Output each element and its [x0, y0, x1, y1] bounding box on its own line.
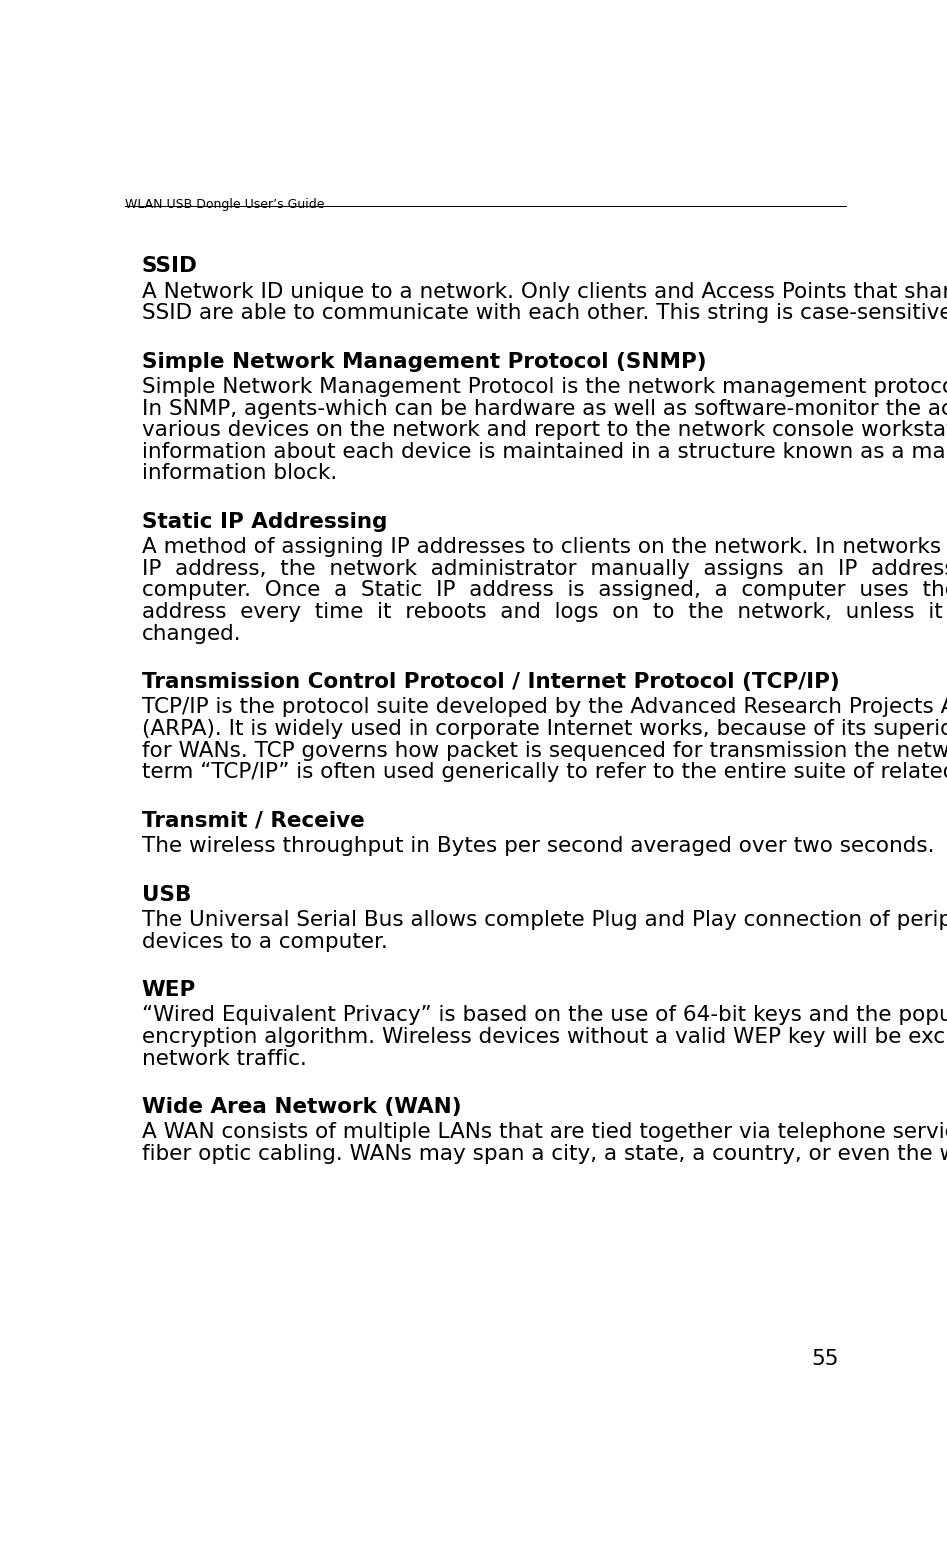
Text: A method of assigning IP addresses to clients on the network. In networks with S: A method of assigning IP addresses to cl…	[142, 538, 947, 557]
Text: A WAN consists of multiple LANs that are tied together via telephone services an: A WAN consists of multiple LANs that are…	[142, 1123, 947, 1142]
Text: IP  address,  the  network  administrator  manually  assigns  an  IP  address  t: IP address, the network administrator ma…	[142, 558, 947, 579]
Text: In SNMP, agents-which can be hardware as well as software-monitor the activity i: In SNMP, agents-which can be hardware as…	[142, 399, 947, 419]
Text: information about each device is maintained in a structure known as a management: information about each device is maintai…	[142, 441, 947, 461]
Text: address  every  time  it  reboots  and  logs  on  to  the  network,  unless  it : address every time it reboots and logs o…	[142, 602, 947, 622]
Text: SSID: SSID	[142, 256, 198, 277]
Text: Transmit / Receive: Transmit / Receive	[142, 810, 365, 830]
Text: Transmission Control Protocol / Internet Protocol (TCP/IP): Transmission Control Protocol / Internet…	[142, 673, 839, 691]
Text: term “TCP/IP” is often used generically to refer to the entire suite of related : term “TCP/IP” is often used generically …	[142, 762, 947, 782]
Text: The wireless throughput in Bytes per second averaged over two seconds.: The wireless throughput in Bytes per sec…	[142, 837, 934, 856]
Text: WLAN USB Dongle User’s Guide: WLAN USB Dongle User’s Guide	[125, 199, 324, 211]
Text: SSID are able to communicate with each other. This string is case-sensitive.: SSID are able to communicate with each o…	[142, 303, 947, 324]
Text: (ARPA). It is widely used in corporate Internet works, because of its superior d: (ARPA). It is widely used in corporate I…	[142, 719, 947, 738]
Text: fiber optic cabling. WANs may span a city, a state, a country, or even the world: fiber optic cabling. WANs may span a cit…	[142, 1143, 947, 1164]
Text: A Network ID unique to a network. Only clients and Access Points that share the : A Network ID unique to a network. Only c…	[142, 282, 947, 302]
Text: “Wired Equivalent Privacy” is based on the use of 64-bit keys and the popular RC: “Wired Equivalent Privacy” is based on t…	[142, 1006, 947, 1026]
Text: information block.: information block.	[142, 463, 337, 483]
Text: encryption algorithm. Wireless devices without a valid WEP key will be excluded : encryption algorithm. Wireless devices w…	[142, 1028, 947, 1046]
Text: Simple Network Management Protocol is the network management protocol of TCP/IP.: Simple Network Management Protocol is th…	[142, 377, 947, 397]
Text: computer.  Once  a  Static  IP  address  is  assigned,  a  computer  uses  the  : computer. Once a Static IP address is as…	[142, 580, 947, 601]
Text: devices to a computer.: devices to a computer.	[142, 932, 387, 951]
Text: various devices on the network and report to the network console workstation. Co: various devices on the network and repor…	[142, 421, 947, 439]
Text: TCP/IP is the protocol suite developed by the Advanced Research Projects Agency: TCP/IP is the protocol suite developed b…	[142, 698, 947, 718]
Text: changed.: changed.	[142, 624, 241, 643]
Text: USB: USB	[142, 885, 191, 904]
Text: for WANs. TCP governs how packet is sequenced for transmission the network. The: for WANs. TCP governs how packet is sequ…	[142, 740, 947, 760]
Text: 55: 55	[812, 1348, 839, 1368]
Text: network traffic.: network traffic.	[142, 1048, 307, 1068]
Text: Wide Area Network (WAN): Wide Area Network (WAN)	[142, 1096, 461, 1117]
Text: Simple Network Management Protocol (SNMP): Simple Network Management Protocol (SNMP…	[142, 352, 706, 372]
Text: WEP: WEP	[142, 981, 196, 999]
Text: Static IP Addressing: Static IP Addressing	[142, 511, 387, 532]
Text: The Universal Serial Bus allows complete Plug and Play connection of peripheral: The Universal Serial Bus allows complete…	[142, 910, 947, 931]
